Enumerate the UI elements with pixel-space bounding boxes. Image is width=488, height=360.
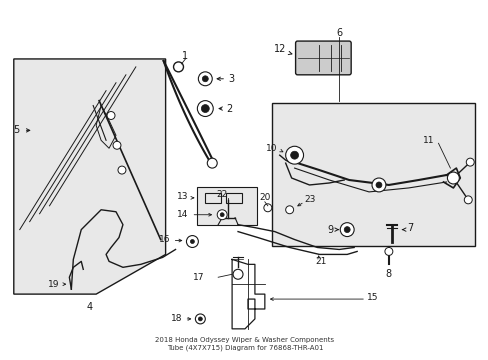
Circle shape: [463, 196, 471, 204]
Text: 23: 23: [304, 195, 315, 204]
Text: 17: 17: [192, 273, 204, 282]
Text: 6: 6: [336, 28, 342, 38]
Circle shape: [466, 158, 473, 166]
Circle shape: [233, 269, 243, 279]
FancyBboxPatch shape: [295, 41, 350, 75]
Circle shape: [217, 210, 226, 220]
Text: 9: 9: [326, 225, 333, 235]
Text: 2018 Honda Odyssey Wiper & Washer Components
Tube (4X7X715) Diagram for 76868-TH: 2018 Honda Odyssey Wiper & Washer Compon…: [155, 337, 334, 351]
Circle shape: [264, 204, 271, 212]
Circle shape: [186, 235, 198, 247]
Circle shape: [107, 112, 115, 120]
Circle shape: [285, 206, 293, 214]
Text: 13: 13: [177, 192, 188, 201]
Circle shape: [173, 62, 183, 72]
Bar: [197, 187, 256, 225]
Text: 1: 1: [182, 51, 188, 61]
Text: 11: 11: [422, 136, 433, 145]
Polygon shape: [14, 59, 165, 294]
Text: 5: 5: [14, 125, 20, 135]
Circle shape: [220, 213, 224, 217]
Circle shape: [447, 172, 458, 184]
Circle shape: [202, 76, 208, 82]
Circle shape: [285, 146, 303, 164]
Circle shape: [344, 227, 349, 233]
Circle shape: [207, 158, 217, 168]
Circle shape: [113, 141, 121, 149]
Bar: [205, 193, 221, 203]
Text: 4: 4: [86, 302, 92, 312]
Text: 18: 18: [171, 314, 182, 323]
Circle shape: [190, 239, 194, 243]
Text: 22: 22: [216, 190, 227, 199]
Circle shape: [201, 105, 209, 113]
Circle shape: [371, 178, 385, 192]
Text: 15: 15: [366, 293, 378, 302]
Text: 16: 16: [159, 235, 170, 244]
Text: 19: 19: [48, 280, 60, 289]
Text: 10: 10: [265, 144, 277, 153]
Text: 8: 8: [385, 269, 391, 279]
Circle shape: [195, 314, 205, 324]
Circle shape: [118, 166, 126, 174]
Text: 3: 3: [228, 74, 234, 84]
Circle shape: [384, 247, 392, 255]
Text: 7: 7: [406, 222, 412, 233]
Circle shape: [198, 72, 212, 86]
Text: 14: 14: [177, 210, 188, 219]
Text: 12: 12: [274, 44, 286, 54]
Text: 21: 21: [315, 257, 326, 266]
Circle shape: [290, 151, 298, 159]
Bar: [271, 103, 474, 247]
Polygon shape: [232, 260, 264, 329]
Text: 20: 20: [259, 193, 270, 202]
Circle shape: [197, 100, 213, 117]
Circle shape: [340, 223, 353, 237]
Text: 2: 2: [225, 104, 232, 113]
Circle shape: [198, 317, 202, 321]
Circle shape: [375, 182, 381, 188]
Bar: [225, 193, 242, 203]
